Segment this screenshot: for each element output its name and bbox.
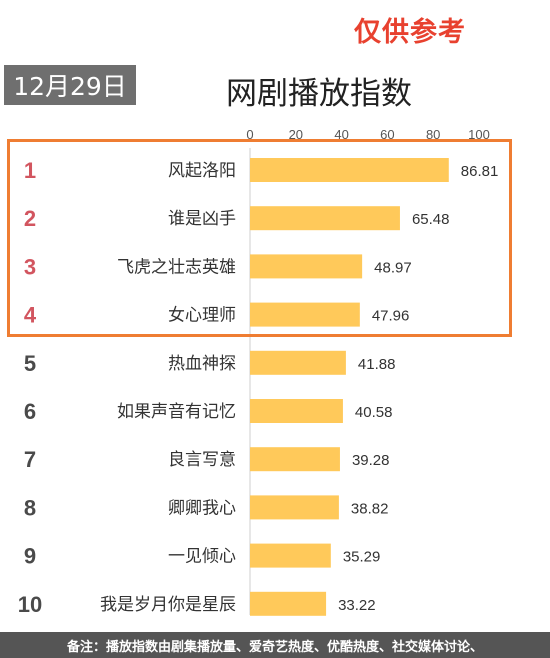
bar (250, 254, 363, 279)
category-label: 我是岁月你是星辰 (100, 595, 236, 615)
x-tick-label: 20 (289, 127, 303, 142)
x-tick-label: 80 (426, 127, 440, 142)
value-label: 65.48 (412, 211, 450, 228)
bar (250, 495, 339, 520)
rank-number: 3 (24, 254, 36, 279)
x-tick-label: 0 (246, 127, 253, 142)
x-tick-label: 60 (380, 127, 394, 142)
rank-number: 6 (24, 399, 36, 424)
category-label: 一见倾心 (168, 547, 236, 567)
rank-number: 4 (24, 303, 37, 328)
bar (250, 350, 346, 375)
x-tick-label: 100 (468, 127, 490, 142)
bar (250, 543, 331, 568)
rank-number: 9 (24, 544, 36, 569)
category-label: 女心理师 (168, 306, 236, 326)
category-label: 谁是凶手 (168, 209, 236, 229)
value-label: 86.81 (461, 163, 499, 180)
category-label: 热血神探 (168, 354, 236, 374)
value-label: 48.97 (374, 259, 412, 276)
footer-note: 备注：播放指数由剧集播放量、爱奇艺热度、优酷热度、社交媒体讨论、 (0, 632, 550, 658)
value-label: 47.96 (372, 308, 410, 325)
rank-number: 5 (24, 351, 36, 376)
date-badge: 12月29日 (4, 65, 136, 105)
bar (250, 206, 400, 231)
rank-number: 8 (24, 495, 36, 520)
rank-number: 1 (24, 158, 36, 183)
bar (250, 302, 360, 327)
value-label: 33.22 (338, 597, 376, 614)
top-four-highlight-box (7, 139, 512, 337)
category-label: 飞虎之壮志英雄 (117, 257, 236, 277)
rank-number: 2 (24, 206, 36, 231)
rank-number: 7 (24, 447, 36, 472)
bar (250, 447, 340, 472)
bar-chart: 0 20 40 60 80 100 1 风起洛阳 86.81 2 谁是凶手 65.48 3 飞虎之壮志英雄… (18, 127, 499, 617)
bar (250, 591, 327, 616)
bar (250, 158, 449, 182)
value-label: 41.88 (358, 356, 396, 373)
rank-number: 10 (18, 592, 42, 617)
bar (250, 399, 343, 423)
category-label: 卿卿我心 (168, 498, 236, 518)
category-label: 良言写意 (168, 450, 236, 470)
reference-only-stamp: 仅供参考 (354, 17, 466, 48)
value-label: 35.29 (343, 549, 381, 566)
value-label: 38.82 (351, 500, 389, 517)
chart-title: 网剧播放指数 (226, 76, 412, 112)
category-label: 风起洛阳 (168, 161, 236, 181)
value-label: 40.58 (355, 404, 393, 421)
value-label: 39.28 (352, 452, 390, 469)
x-tick-label: 40 (334, 127, 348, 142)
category-label: 如果声音有记忆 (117, 402, 236, 422)
